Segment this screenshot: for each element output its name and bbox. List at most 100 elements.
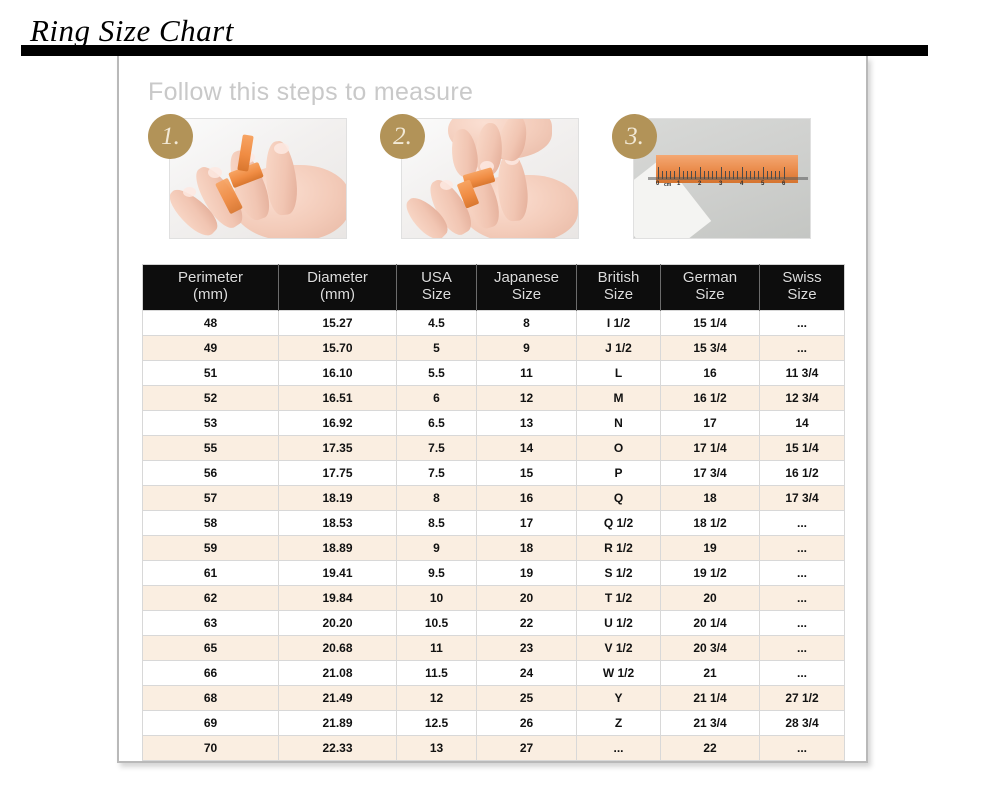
table-body: 48 15.27 4.5 8 I 1/2 15 1/4... 49 15.70 5 9 J 1/2 1… (142, 309, 845, 761)
table-cell: 27 1/2 (759, 684, 845, 711)
table-cell: 61 (142, 559, 279, 586)
step-1: 1. (148, 114, 347, 239)
ruler-tick (704, 171, 705, 179)
table-cell: 22.33 (278, 734, 397, 761)
step-2-number-badge: 2. (380, 114, 425, 159)
table-cell: 21 1/4 (660, 684, 760, 711)
table-row: 49 15.70 5 9 J 1/2 15 3/4... (142, 334, 845, 361)
table-cell: R 1/2 (576, 534, 661, 561)
step-1-photo (169, 118, 347, 239)
ruler-tick (721, 167, 722, 179)
table-cell: 5.5 (396, 359, 477, 386)
ruler-tick (784, 167, 785, 179)
nail-index (274, 143, 289, 154)
table-cell: 11 3/4 (759, 359, 845, 386)
ruler-unit-label: cm (664, 182, 672, 188)
table-cell: 68 (142, 684, 279, 711)
table-header-row: Perimeter (mm) Diameter (mm) USA Size Japanese… (142, 264, 845, 311)
ruler-mark-4: 4 (740, 181, 744, 187)
table-cell: 70 (142, 734, 279, 761)
ruler-tick (679, 167, 680, 179)
table-cell: T 1/2 (576, 584, 661, 611)
table-cell: 56 (142, 459, 279, 486)
table-cell: 16.10 (278, 359, 397, 386)
table-cell: 16 (476, 484, 577, 511)
ruler-mark-6: 6 (782, 181, 786, 187)
table-cell: 5 (396, 334, 477, 361)
table-row: 66 21.08 11.5 24 W 1/2 21... (142, 659, 845, 686)
table-cell: 11.5 (396, 659, 477, 686)
table-cell: 62 (142, 584, 279, 611)
ruler-mark-2: 2 (698, 181, 702, 187)
table-cell: 21.08 (278, 659, 397, 686)
table-cell: 19.84 (278, 584, 397, 611)
table-row: 70 22.33 13 27... 22... (142, 734, 845, 761)
ruler-tick (708, 171, 709, 179)
ring-size-table: Perimeter (mm) Diameter (mm) USA Size Japanese… (142, 264, 845, 761)
table-cell: 17.75 (278, 459, 397, 486)
column-header-5: German Size (660, 264, 760, 311)
ruler-tick (779, 171, 780, 179)
table-cell: 23 (476, 634, 577, 661)
table-cell: ... (576, 734, 661, 761)
table-cell: 58 (142, 509, 279, 536)
table-cell: 55 (142, 434, 279, 461)
steps-heading: Follow this steps to measure (148, 78, 474, 106)
table-cell: 20 (660, 584, 760, 611)
table-cell: 57 (142, 484, 279, 511)
table-cell: 19 (660, 534, 760, 561)
column-header-line2: (mm) (193, 285, 228, 303)
table-cell: ... (759, 534, 845, 561)
table-cell: 16.92 (278, 409, 397, 436)
title-divider-bar (21, 45, 928, 56)
column-header-4: British Size (576, 264, 661, 311)
column-header-line1: USA (421, 269, 452, 286)
table-cell: 22 (660, 734, 760, 761)
ruler-tick (658, 167, 659, 179)
column-header-6: Swiss Size (759, 264, 845, 311)
table-cell: ... (759, 559, 845, 586)
table-cell: 17 3/4 (759, 484, 845, 511)
ruler-tick (767, 171, 768, 179)
table-cell: 17 (476, 509, 577, 536)
table-cell: 18 (476, 534, 577, 561)
ruler-tick (775, 171, 776, 179)
table-cell: 16 (660, 359, 760, 386)
table-cell: 17 1/4 (660, 434, 760, 461)
table-cell: 18 (660, 484, 760, 511)
table-cell: V 1/2 (576, 634, 661, 661)
table-cell: 12 (476, 384, 577, 411)
nail-ring (208, 167, 222, 178)
table-cell: 51 (142, 359, 279, 386)
table-row: 53 16.92 6.5 13 N 17 14 (142, 409, 845, 436)
table-cell: 20.20 (278, 609, 397, 636)
ruler-tick (695, 171, 696, 179)
table-cell: 19 (476, 559, 577, 586)
column-header-line1: Diameter (307, 269, 368, 286)
table-cell: 16 1/2 (759, 459, 845, 486)
table-cell: Q (576, 484, 661, 511)
ruler-tick (763, 167, 764, 179)
column-header-3: Japanese Size (476, 264, 577, 311)
column-header-line1: Swiss (782, 269, 822, 286)
step-3: 0 cm 1 2 3 4 5 6 3. (612, 114, 811, 239)
table-cell: 17 3/4 (660, 459, 760, 486)
table-cell: ... (759, 509, 845, 536)
ruler-tick (670, 171, 671, 179)
table-row: 58 18.53 8.5 17 Q 1/2 18 1/2... (142, 509, 845, 536)
table-cell: 22 (476, 609, 577, 636)
table-cell: 48 (142, 309, 279, 336)
ruler-tick (733, 171, 734, 179)
table-cell: 7.5 (396, 459, 477, 486)
table-cell: 9 (396, 534, 477, 561)
ruler-tick (729, 171, 730, 179)
table-cell: W 1/2 (576, 659, 661, 686)
ring-size-table-container: Perimeter (mm) Diameter (mm) USA Size Japanese… (142, 264, 845, 761)
column-header-line2: Size (695, 285, 725, 303)
ruler-mark-0: 0 (656, 181, 660, 187)
nail-upper (480, 161, 494, 172)
table-cell: 24 (476, 659, 577, 686)
table-row: 69 21.89 12.5 26 Z 21 3/4 28 3/4 (142, 709, 845, 736)
table-row: 62 19.84 10 20 T 1/2 20... (142, 584, 845, 611)
table-cell: 12.5 (396, 709, 477, 736)
